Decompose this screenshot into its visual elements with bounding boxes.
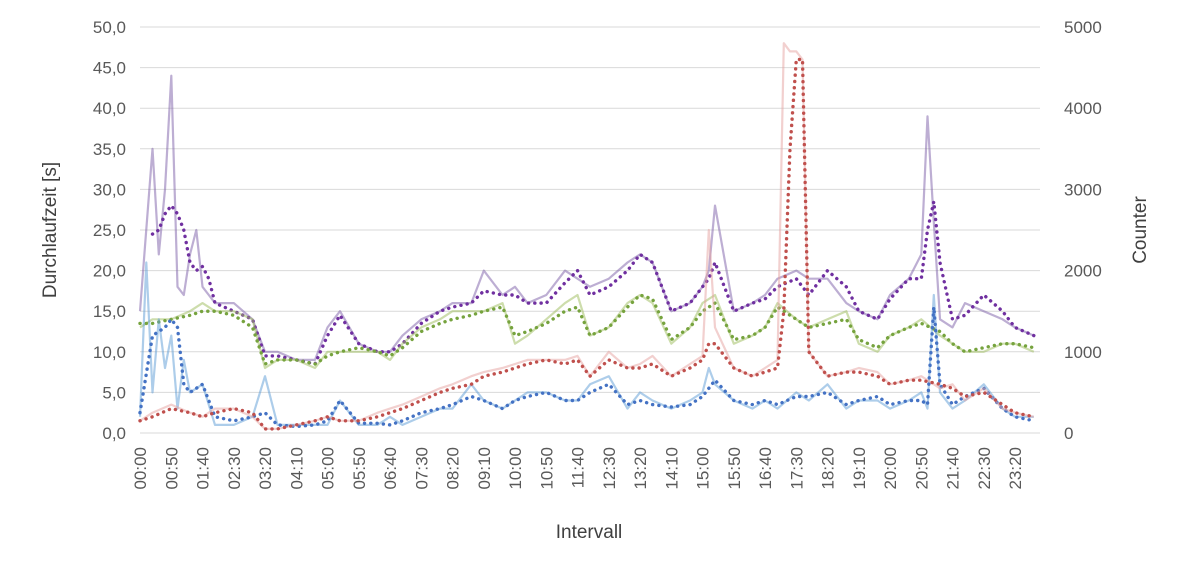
series-line-1 (150, 199, 1036, 366)
x-tick-label: 08:20 (444, 447, 463, 490)
series-line-5 (138, 305, 1036, 429)
left-tick-label: 40,0 (93, 99, 126, 118)
x-tick-label: 18:20 (819, 447, 838, 490)
left-tick-label: 30,0 (93, 180, 126, 199)
x-tick-label: 10:50 (537, 447, 556, 490)
right-tick-label: 2000 (1064, 262, 1102, 281)
right-tick-label: 0 (1064, 424, 1073, 443)
x-axis-title: Intervall (556, 522, 623, 543)
x-tick-label: 15:00 (694, 447, 713, 490)
x-tick-label: 09:10 (475, 447, 494, 490)
x-tick-label: 13:20 (631, 447, 650, 490)
x-tick-label: 20:00 (881, 447, 900, 490)
x-tick-label: 10:00 (506, 447, 525, 490)
x-tick-label: 12:30 (600, 447, 619, 490)
right-tick-label: 3000 (1064, 180, 1102, 199)
x-tick-label: 14:10 (662, 447, 681, 490)
series-line-3 (138, 293, 1036, 366)
left-tick-label: 45,0 (93, 59, 126, 78)
series-line-7 (138, 57, 1036, 431)
x-tick-label: 00:50 (162, 447, 181, 490)
x-tick-label: 00:00 (131, 447, 150, 490)
x-tick-label: 11:40 (569, 447, 588, 488)
left-tick-label: 10,0 (93, 343, 126, 362)
x-tick-label: 02:30 (225, 447, 244, 490)
x-tick-label: 03:20 (256, 447, 275, 490)
x-tick-label: 04:10 (287, 447, 306, 490)
x-tick-label: 15:50 (725, 447, 744, 490)
left-tick-label: 50,0 (93, 18, 126, 37)
series-line-0 (138, 74, 1035, 361)
left-tick-label: 20,0 (93, 262, 126, 281)
x-tick-label: 17:30 (787, 447, 806, 490)
series-line-6 (139, 42, 1035, 430)
right-tick-label: 4000 (1064, 99, 1102, 118)
left-tick-label: 0,0 (102, 424, 126, 443)
right-tick-label: 1000 (1064, 343, 1102, 362)
x-tick-label: 21:40 (944, 447, 963, 490)
left-tick-label: 5,0 (102, 383, 126, 402)
x-tick-label: 20:50 (912, 447, 931, 490)
x-tick-label: 05:00 (319, 447, 338, 490)
x-tick-label: 22:30 (975, 447, 994, 490)
x-tick-label: 05:50 (350, 447, 369, 490)
x-tick-label: 01:40 (194, 447, 213, 490)
x-tick-label: 23:20 (1006, 447, 1025, 490)
left-tick-label: 15,0 (93, 302, 126, 321)
series-layer (138, 42, 1036, 431)
y-axis-title-left: Durchlaufzeit [s] (40, 162, 61, 298)
left-tick-label: 25,0 (93, 221, 126, 240)
y-axis-title-right: Counter (1130, 196, 1151, 264)
left-y-axis-tick-labels: 0,0 5,0 10,0 15,0 20,0 25,0 30,0 35,0 40,0 45,0 50… (93, 18, 126, 443)
right-tick-label: 5000 (1064, 18, 1102, 37)
x-tick-label: 06:40 (381, 447, 400, 490)
x-tick-label: 19:10 (850, 447, 869, 490)
x-axis-tick-labels: 00:00 00:50 01:40 02:30 03:20 04:10 05:00 05:50… (131, 447, 1025, 490)
left-tick-label: 35,0 (93, 140, 126, 159)
right-y-axis-tick-labels: 0 1000 2000 3000 4000 5000 (1064, 18, 1102, 443)
x-tick-label: 16:40 (756, 447, 775, 490)
x-tick-label: 07:30 (412, 447, 431, 490)
horizontal-gridlines (140, 26, 1040, 434)
